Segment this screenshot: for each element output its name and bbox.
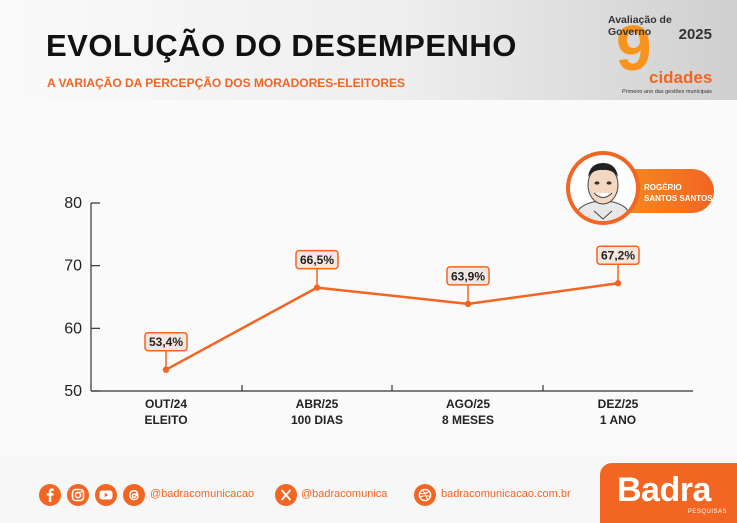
youtube-icon[interactable]	[95, 484, 117, 506]
x-tick-label: DEZ/25	[598, 397, 639, 411]
y-tick-labels: 50 60 70 80	[64, 195, 82, 400]
threads-icon[interactable]	[123, 484, 145, 506]
series-line	[315, 286, 470, 306]
series-line	[164, 286, 319, 371]
candidate-avatar	[570, 155, 636, 221]
badge-tagline: Primeiro ano das gestões municipais	[622, 89, 712, 95]
data-label-box	[446, 266, 490, 286]
y-tick-label: 60	[64, 320, 82, 337]
x-tick-labels: OUT/24 ELEITO ABR/25 100 DIAS AGO/25 8 MESES D…	[144, 397, 638, 427]
series-line	[466, 281, 620, 306]
candidate-caricature-icon	[576, 163, 630, 221]
x-tick-label: AGO/25	[446, 397, 490, 411]
data-point	[464, 300, 472, 308]
x-handle[interactable]: @badracomunica	[301, 488, 388, 500]
y-tick-label: 70	[64, 258, 82, 275]
page-subtitle: A VARIAÇÃO DA PERCEPÇÃO DOS MORADORES-EL…	[47, 76, 406, 90]
dribbble-icon[interactable]	[414, 484, 436, 506]
social-handle[interactable]: @badracomunicacao	[150, 488, 255, 500]
data-point	[614, 280, 622, 287]
candidate-photo-frame	[566, 151, 640, 225]
x-icon[interactable]	[275, 484, 297, 506]
website-link[interactable]: badracomunicacao.com.br	[441, 488, 571, 500]
x-tick-label: 8 MESES	[442, 413, 494, 427]
y-tick-label: 50	[64, 383, 82, 400]
data-label: 67,2%	[601, 249, 635, 263]
data-label-box	[295, 249, 339, 270]
data-label: 66,5%	[300, 253, 334, 267]
data-series: 53,4% 66,5% 63,9% 67,2%	[144, 245, 640, 373]
badge-number: 9	[616, 12, 652, 84]
x-tick-label: ABR/25	[296, 397, 339, 411]
facebook-icon[interactable]	[39, 484, 61, 506]
data-label: 63,9%	[451, 269, 485, 283]
candidate-card: ROGÉRIO SANTOS SANTOS	[566, 151, 718, 227]
x-tick-label: 100 DIAS	[291, 413, 343, 427]
x-tick-label: OUT/24	[145, 397, 187, 411]
instagram-icon[interactable]	[67, 484, 89, 506]
page-title: EVOLUÇÃO DO DESEMPENHO	[46, 28, 517, 63]
data-label-box	[596, 245, 640, 265]
y-tick-label: 80	[64, 195, 82, 212]
data-point	[313, 284, 321, 291]
data-point	[162, 366, 170, 373]
badge-year: 2025	[678, 26, 712, 43]
x-tick-label: ELEITO	[144, 413, 187, 427]
candidate-name: ROGÉRIO SANTOS SANTOS	[644, 183, 713, 203]
badge-top-text: Avaliação de Governo	[608, 14, 672, 38]
data-label: 53,4%	[149, 335, 183, 349]
brand-subtitle: PESQUISAS	[687, 509, 727, 515]
data-label-box	[144, 331, 188, 352]
badge-word: cidades	[649, 68, 713, 87]
brand-name: Badra	[617, 471, 711, 509]
brand-logo: Badra PESQUISAS	[600, 463, 737, 523]
chart-axes	[90, 202, 693, 392]
line-chart: 50 60 70 80 OUT/24 ELEITO ABR/25 100 DIAS AGO/2…	[64, 195, 693, 427]
survey-badge: 9 Avaliação de Governo 2025 cidades Prim…	[608, 12, 726, 98]
x-tick-label: 1 ANO	[600, 413, 636, 427]
header: EVOLUÇÃO DO DESEMPENHO A VARIAÇÃO DA PER…	[0, 0, 737, 100]
